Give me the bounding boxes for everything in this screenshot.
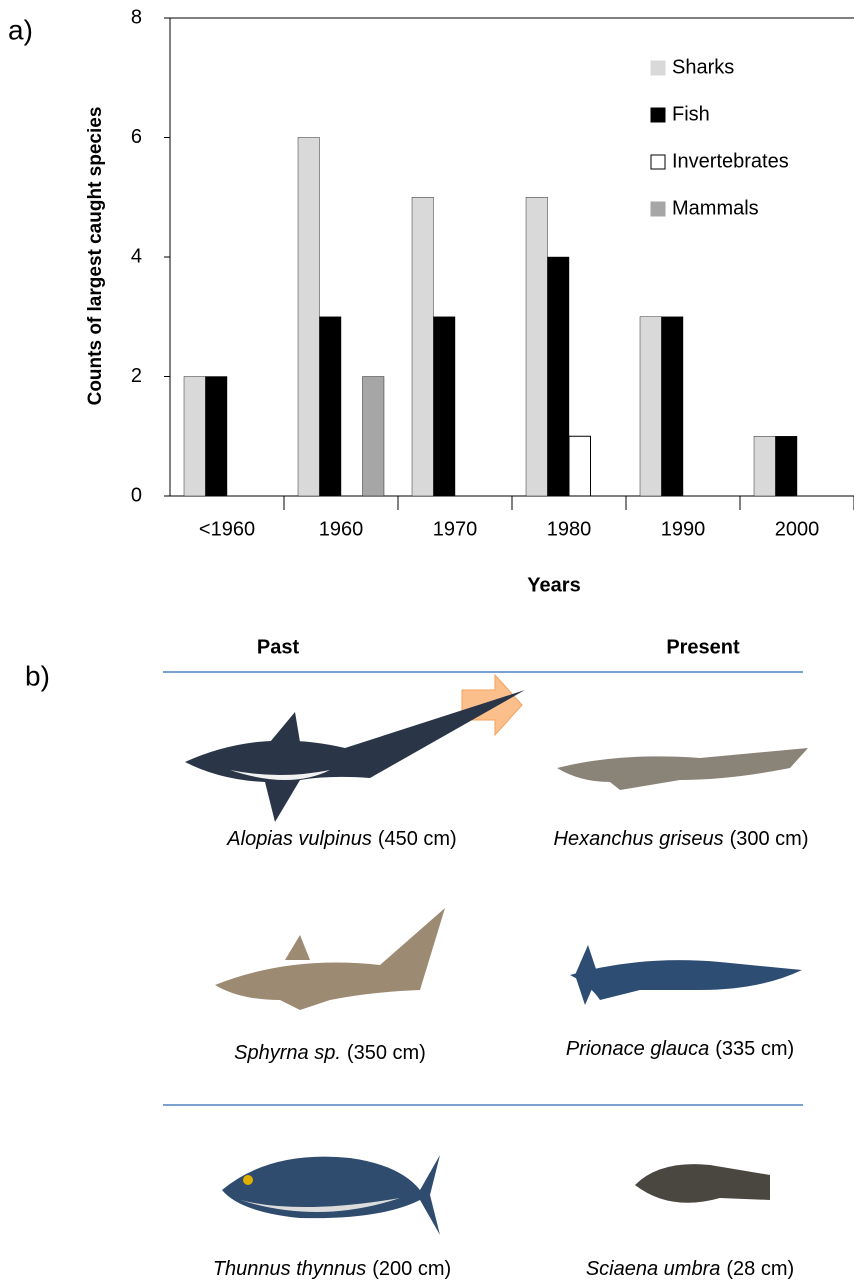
bar	[547, 256, 570, 497]
x-axis-label: Years	[527, 574, 580, 596]
bar	[319, 316, 342, 497]
bar	[775, 436, 798, 497]
bar	[661, 316, 684, 497]
x-tick-label: <1960	[199, 518, 255, 540]
bar	[362, 376, 385, 497]
species-size: (28 cm)	[726, 1258, 794, 1280]
fish-illustration	[185, 690, 808, 1235]
bar	[568, 435, 591, 497]
species-caption: Hexanchus griseus (300 cm)	[554, 828, 809, 850]
species-size: (335 cm)	[715, 1038, 794, 1060]
column-header: Past	[257, 636, 300, 658]
x-tick-label: 1960	[319, 518, 364, 540]
bar	[411, 197, 434, 497]
bar	[753, 436, 776, 497]
x-tick-label: 1990	[661, 518, 706, 540]
bar	[205, 376, 228, 497]
panel-label: a)	[8, 14, 33, 45]
y-axis-label: Counts of largest caught species	[85, 107, 106, 406]
species-size: (450 cm)	[378, 828, 457, 850]
y-tick-label: 0	[131, 484, 142, 506]
legend-label: Fish	[672, 103, 710, 125]
species-name: Hexanchus griseus	[554, 828, 724, 850]
species-name: Prionace glauca	[566, 1038, 709, 1060]
bar	[525, 197, 548, 497]
species-caption: Sciaena umbra (28 cm)	[586, 1258, 794, 1280]
legend-swatch	[650, 60, 666, 76]
species-name: Alopias vulpinus	[226, 828, 372, 850]
legend-swatch	[650, 154, 666, 170]
species-caption: Sphyrna sp. (350 cm)	[234, 1042, 426, 1064]
y-tick-label: 4	[131, 245, 142, 267]
legend-swatch	[650, 201, 666, 217]
species-name: Sciaena umbra	[586, 1258, 721, 1280]
species-size: (350 cm)	[347, 1042, 426, 1064]
legend-label: Invertebrates	[672, 150, 789, 172]
x-tick-label: 2000	[775, 518, 820, 540]
x-tick-label: 1980	[547, 518, 592, 540]
y-tick-label: 6	[131, 126, 142, 148]
legend-label: Mammals	[672, 197, 759, 219]
species-caption: Prionace glauca (335 cm)	[566, 1038, 794, 1060]
bar	[639, 316, 662, 497]
y-tick-label: 2	[131, 365, 142, 387]
species-name: Sphyrna sp.	[234, 1042, 341, 1064]
legend-label: Sharks	[672, 56, 734, 78]
x-tick-label: 1970	[433, 518, 478, 540]
column-header: Present	[666, 636, 740, 658]
bar	[433, 316, 456, 497]
bar	[183, 376, 206, 497]
species-size: (300 cm)	[730, 828, 809, 850]
panel-label: b)	[25, 660, 50, 691]
species-name: Thunnus thynnus	[213, 1258, 366, 1280]
species-size: (200 cm)	[372, 1258, 451, 1280]
species-caption: Alopias vulpinus (450 cm)	[226, 828, 456, 850]
species-caption: Thunnus thynnus (200 cm)	[213, 1258, 451, 1280]
legend-swatch	[650, 107, 666, 123]
bar	[297, 137, 320, 497]
y-tick-label: 8	[131, 6, 142, 28]
